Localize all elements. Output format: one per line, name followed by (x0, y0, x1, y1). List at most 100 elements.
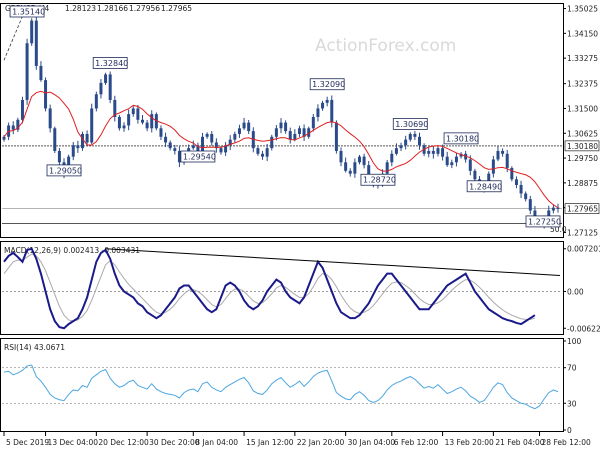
candle-body (505, 153, 509, 168)
candle-body (141, 119, 144, 123)
candle-body (464, 153, 468, 160)
price-label: 1.29540 (183, 153, 216, 162)
x-tick-label: 30 Dec 20:00 (149, 438, 200, 447)
x-tick-label: 6 Feb 12:00 (394, 438, 439, 447)
candle-body (108, 74, 112, 100)
price-label: 1.32090 (312, 80, 345, 89)
rsi-label: RSI(14) 43.0671 (4, 343, 65, 352)
ohlc-close: 1.27965 (161, 4, 192, 13)
candle-body (307, 128, 311, 137)
candle-body (514, 179, 518, 185)
candle-body (325, 99, 329, 103)
candle-body (524, 193, 528, 200)
candle-body (168, 142, 172, 149)
candle-body (265, 148, 269, 157)
candle-body (154, 114, 158, 129)
price-label: 1.28490 (469, 182, 502, 191)
candle-body (311, 116, 315, 129)
price-label-box (360, 173, 396, 186)
macd-tick-label: 0.00 (567, 287, 584, 296)
candle-body (127, 114, 131, 126)
candle-body (404, 139, 408, 146)
price-label-box (443, 132, 479, 145)
candle-body (57, 150, 61, 163)
candle-body (113, 99, 117, 117)
candle-body (145, 122, 149, 129)
price-tick-label: 1.34150 (567, 29, 598, 38)
candle-body (177, 150, 181, 163)
price-label: 1.29050 (49, 166, 82, 175)
candle-body (427, 150, 431, 154)
macd-label: MACD(12,26,9) 0.002413 -0.003431 (4, 246, 140, 255)
price-label: 1.35140 (12, 8, 45, 17)
rsi-line (3, 364, 559, 410)
price-layer: 1.35140 1.32840 1.29050 1.29540 1.32090 1.287… (2, 5, 562, 229)
candle-body (418, 136, 421, 146)
candle-body (20, 99, 24, 120)
price-tick-label: 1.32375 (567, 80, 598, 89)
x-tick-label: 20 Dec 12:00 (98, 438, 149, 447)
candle-body (528, 199, 532, 211)
price-label: 1.32840 (95, 59, 128, 68)
moving-average-line (3, 90, 559, 209)
current-price-flag: 1.27965 (567, 205, 598, 214)
price-label: 1.27250 (528, 217, 561, 226)
candle-body (224, 145, 228, 153)
price-panel-frame (0, 3, 564, 238)
axis-layer: 1.35025 1.34150 1.33275 1.32375 1.31500 1.306… (3, 5, 600, 447)
candle-body (210, 133, 214, 143)
candle-body (473, 170, 477, 180)
x-tick-label: 5 Dec 2019 (6, 438, 49, 447)
candle-body (117, 116, 121, 129)
candle-body (104, 74, 108, 83)
candle-body (501, 150, 505, 154)
candle-body (30, 20, 34, 44)
candle-body (408, 133, 412, 140)
candle-body (353, 162, 357, 174)
macd-tick-label: -0.006229 (567, 324, 600, 333)
candle-body (25, 43, 29, 100)
candle-body (233, 133, 237, 140)
candle-body (362, 156, 366, 166)
macd-trendline (105, 248, 561, 276)
candle-body (85, 133, 89, 143)
candle-body (367, 165, 371, 180)
candle-body (454, 156, 458, 163)
candle-body (71, 145, 75, 157)
x-tick-label: 15 Jan 12:00 (246, 438, 294, 447)
candle-body (164, 136, 168, 143)
candle-body (279, 122, 283, 129)
price-label-box (92, 57, 128, 69)
candle-body (34, 20, 38, 66)
candle-body (510, 167, 514, 180)
macd-line (3, 247, 536, 330)
candle-body (445, 156, 449, 166)
candle-body (205, 133, 209, 137)
price-label: 1.30180 (446, 134, 479, 143)
candle-body (316, 108, 320, 117)
candle-body (48, 108, 52, 129)
price-tick-label: 1.31500 (567, 104, 598, 113)
candle-body (413, 133, 417, 137)
candle-body (256, 148, 260, 154)
candle-body (136, 108, 140, 120)
x-tick-label: 28 Feb 12:00 (542, 438, 591, 447)
candle-body (242, 122, 246, 129)
candle-body (76, 145, 80, 149)
candle-body (53, 128, 57, 151)
candle-body (270, 136, 274, 149)
price-tick-label: 1.30625 (567, 129, 598, 138)
candle-body (399, 145, 403, 149)
candle-body (261, 153, 265, 157)
price-tick-label: 1.27125 (567, 228, 598, 237)
candle-body (274, 128, 278, 137)
candle-body (293, 133, 297, 140)
x-tick-label: 21 Feb 04:00 (495, 438, 544, 447)
level-price-flag: 1.30180 (567, 142, 598, 151)
rsi-layer (2, 364, 562, 410)
price-label: 1.30690 (395, 120, 428, 129)
price-tick-label: 1.29750 (567, 154, 598, 163)
candle-body (11, 125, 15, 130)
candle-body (44, 80, 48, 109)
price-tick-label: 1.35025 (567, 5, 598, 14)
